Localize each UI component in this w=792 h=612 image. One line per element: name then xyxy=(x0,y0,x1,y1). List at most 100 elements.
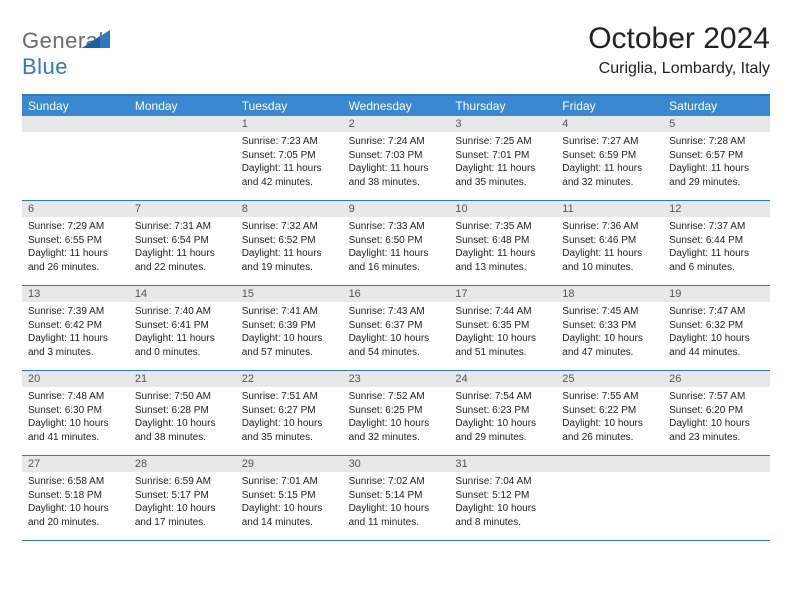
daylight-text-2: and 0 minutes. xyxy=(135,346,230,360)
daylight-text-2: and 32 minutes. xyxy=(562,176,657,190)
day-cell: 14Sunrise: 7:40 AMSunset: 6:41 PMDayligh… xyxy=(129,286,236,370)
sunrise-text: Sunrise: 6:59 AM xyxy=(135,475,230,489)
day-header-row: Sunday Monday Tuesday Wednesday Thursday… xyxy=(22,96,770,116)
title-block: October 2024 Curiglia, Lombardy, Italy xyxy=(588,22,770,78)
sunset-text: Sunset: 6:41 PM xyxy=(135,319,230,333)
sunset-text: Sunset: 6:48 PM xyxy=(455,234,550,248)
daylight-text: Daylight: 11 hours xyxy=(562,247,657,261)
day-cell: 25Sunrise: 7:55 AMSunset: 6:22 PMDayligh… xyxy=(556,371,663,455)
day-number: 12 xyxy=(663,201,770,217)
sunset-text: Sunset: 6:46 PM xyxy=(562,234,657,248)
daylight-text: Daylight: 11 hours xyxy=(562,162,657,176)
daylight-text-2: and 38 minutes. xyxy=(349,176,444,190)
page-title: October 2024 xyxy=(588,22,770,56)
daylight-text: Daylight: 11 hours xyxy=(135,332,230,346)
day-details: Sunrise: 7:29 AMSunset: 6:55 PMDaylight:… xyxy=(22,217,129,280)
day-number: 6 xyxy=(22,201,129,217)
day-header-sunday: Sunday xyxy=(22,96,129,116)
daylight-text-2: and 26 minutes. xyxy=(562,431,657,445)
day-number: 10 xyxy=(449,201,556,217)
daylight-text: Daylight: 11 hours xyxy=(455,247,550,261)
daylight-text-2: and 51 minutes. xyxy=(455,346,550,360)
day-details: Sunrise: 7:50 AMSunset: 6:28 PMDaylight:… xyxy=(129,387,236,450)
day-header-friday: Friday xyxy=(556,96,663,116)
day-cell: 12Sunrise: 7:37 AMSunset: 6:44 PMDayligh… xyxy=(663,201,770,285)
day-cell: 13Sunrise: 7:39 AMSunset: 6:42 PMDayligh… xyxy=(22,286,129,370)
sunset-text: Sunset: 7:01 PM xyxy=(455,149,550,163)
day-number xyxy=(556,456,663,472)
sunrise-text: Sunrise: 7:25 AM xyxy=(455,135,550,149)
daylight-text: Daylight: 10 hours xyxy=(455,417,550,431)
header: General Blue October 2024 Curiglia, Lomb… xyxy=(22,22,770,80)
day-number xyxy=(22,116,129,132)
day-number: 3 xyxy=(449,116,556,132)
sunset-text: Sunset: 6:42 PM xyxy=(28,319,123,333)
sunrise-text: Sunrise: 7:31 AM xyxy=(135,220,230,234)
day-number: 20 xyxy=(22,371,129,387)
daylight-text-2: and 20 minutes. xyxy=(28,516,123,530)
day-number xyxy=(663,456,770,472)
day-details: Sunrise: 7:24 AMSunset: 7:03 PMDaylight:… xyxy=(343,132,450,195)
sunset-text: Sunset: 5:18 PM xyxy=(28,489,123,503)
day-details: Sunrise: 7:43 AMSunset: 6:37 PMDaylight:… xyxy=(343,302,450,365)
day-number: 2 xyxy=(343,116,450,132)
day-cell: 16Sunrise: 7:43 AMSunset: 6:37 PMDayligh… xyxy=(343,286,450,370)
day-cell: 18Sunrise: 7:45 AMSunset: 6:33 PMDayligh… xyxy=(556,286,663,370)
sunset-text: Sunset: 6:39 PM xyxy=(242,319,337,333)
sunrise-text: Sunrise: 7:40 AM xyxy=(135,305,230,319)
day-details: Sunrise: 7:27 AMSunset: 6:59 PMDaylight:… xyxy=(556,132,663,195)
day-details: Sunrise: 7:40 AMSunset: 6:41 PMDaylight:… xyxy=(129,302,236,365)
weeks-container: 1Sunrise: 7:23 AMSunset: 7:05 PMDaylight… xyxy=(22,116,770,541)
sunrise-text: Sunrise: 7:43 AM xyxy=(349,305,444,319)
logo-text-blue: Blue xyxy=(22,54,68,79)
sunset-text: Sunset: 5:12 PM xyxy=(455,489,550,503)
day-number: 23 xyxy=(343,371,450,387)
daylight-text: Daylight: 10 hours xyxy=(242,502,337,516)
sunset-text: Sunset: 6:44 PM xyxy=(669,234,764,248)
day-cell xyxy=(663,456,770,540)
day-cell: 26Sunrise: 7:57 AMSunset: 6:20 PMDayligh… xyxy=(663,371,770,455)
sunrise-text: Sunrise: 7:51 AM xyxy=(242,390,337,404)
day-details: Sunrise: 7:52 AMSunset: 6:25 PMDaylight:… xyxy=(343,387,450,450)
day-details xyxy=(663,472,770,481)
daylight-text-2: and 42 minutes. xyxy=(242,176,337,190)
day-number: 7 xyxy=(129,201,236,217)
daylight-text: Daylight: 10 hours xyxy=(562,332,657,346)
day-number: 27 xyxy=(22,456,129,472)
day-number: 18 xyxy=(556,286,663,302)
day-number: 30 xyxy=(343,456,450,472)
daylight-text-2: and 16 minutes. xyxy=(349,261,444,275)
daylight-text: Daylight: 10 hours xyxy=(242,417,337,431)
sunrise-text: Sunrise: 7:27 AM xyxy=(562,135,657,149)
day-cell xyxy=(556,456,663,540)
daylight-text: Daylight: 11 hours xyxy=(242,162,337,176)
week-row: 20Sunrise: 7:48 AMSunset: 6:30 PMDayligh… xyxy=(22,371,770,456)
day-cell: 17Sunrise: 7:44 AMSunset: 6:35 PMDayligh… xyxy=(449,286,556,370)
daylight-text-2: and 47 minutes. xyxy=(562,346,657,360)
sunset-text: Sunset: 6:57 PM xyxy=(669,149,764,163)
sunrise-text: Sunrise: 7:45 AM xyxy=(562,305,657,319)
day-number: 1 xyxy=(236,116,343,132)
day-details: Sunrise: 7:57 AMSunset: 6:20 PMDaylight:… xyxy=(663,387,770,450)
calendar: Sunday Monday Tuesday Wednesday Thursday… xyxy=(22,94,770,541)
day-details: Sunrise: 7:32 AMSunset: 6:52 PMDaylight:… xyxy=(236,217,343,280)
day-number xyxy=(129,116,236,132)
logo: General Blue xyxy=(22,22,104,80)
daylight-text: Daylight: 10 hours xyxy=(349,417,444,431)
daylight-text: Daylight: 10 hours xyxy=(28,417,123,431)
sunset-text: Sunset: 6:28 PM xyxy=(135,404,230,418)
day-number: 25 xyxy=(556,371,663,387)
daylight-text: Daylight: 11 hours xyxy=(455,162,550,176)
daylight-text-2: and 3 minutes. xyxy=(28,346,123,360)
daylight-text: Daylight: 11 hours xyxy=(28,332,123,346)
day-cell: 10Sunrise: 7:35 AMSunset: 6:48 PMDayligh… xyxy=(449,201,556,285)
sunrise-text: Sunrise: 7:36 AM xyxy=(562,220,657,234)
sunrise-text: Sunrise: 7:55 AM xyxy=(562,390,657,404)
day-number: 21 xyxy=(129,371,236,387)
week-row: 27Sunrise: 6:58 AMSunset: 5:18 PMDayligh… xyxy=(22,456,770,541)
daylight-text-2: and 38 minutes. xyxy=(135,431,230,445)
day-number: 13 xyxy=(22,286,129,302)
day-details: Sunrise: 7:41 AMSunset: 6:39 PMDaylight:… xyxy=(236,302,343,365)
sunset-text: Sunset: 6:52 PM xyxy=(242,234,337,248)
sunrise-text: Sunrise: 7:24 AM xyxy=(349,135,444,149)
